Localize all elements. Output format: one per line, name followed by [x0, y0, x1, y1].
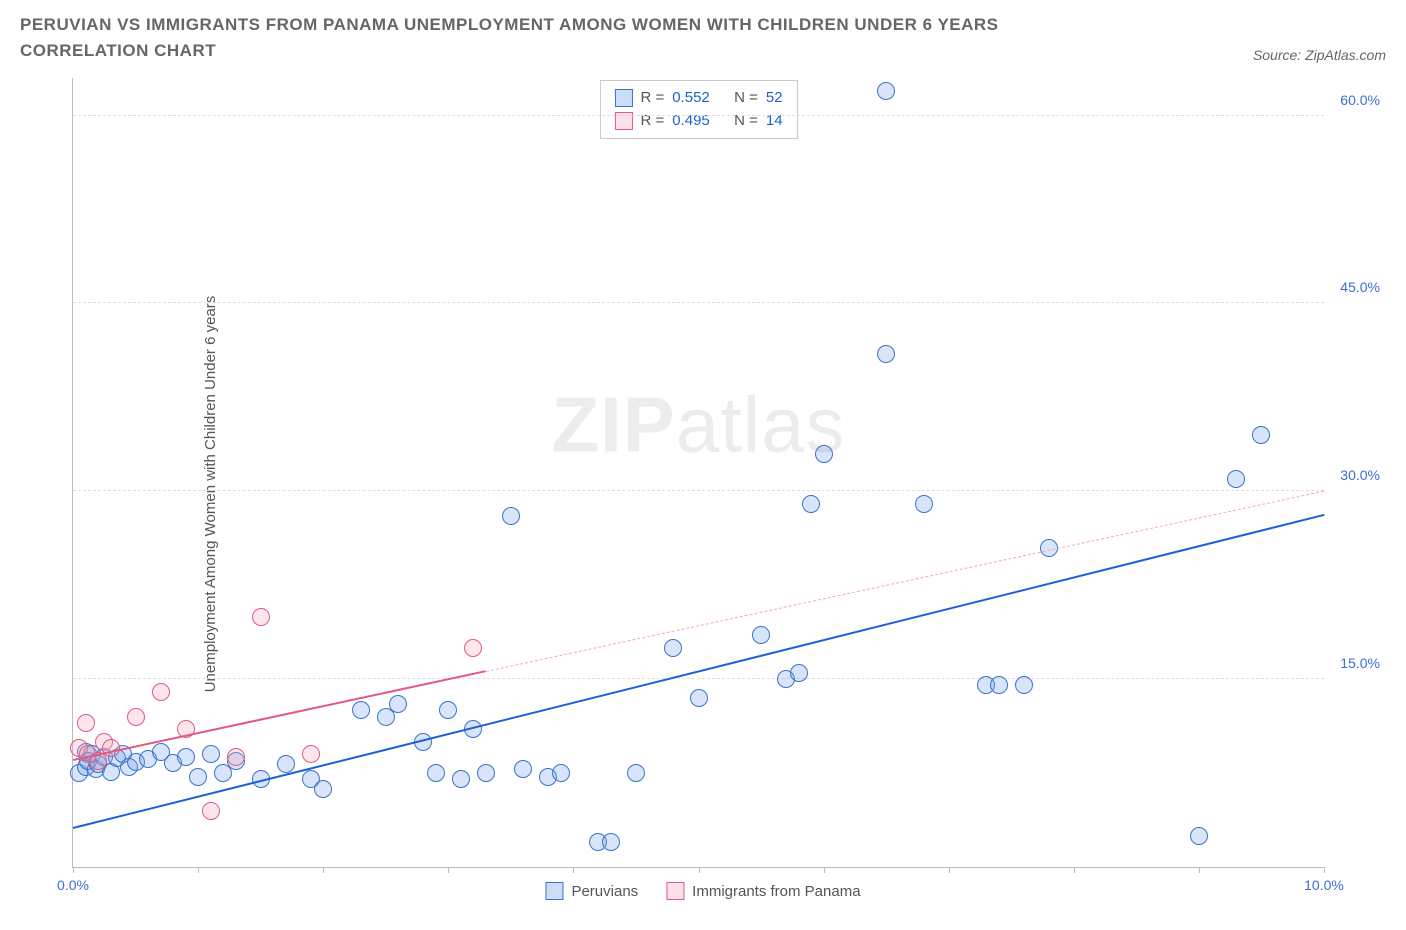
data-point — [1015, 676, 1033, 694]
x-tick-label: 0.0% — [57, 877, 89, 893]
stat-r-value: 0.552 — [672, 87, 710, 110]
data-point — [314, 780, 332, 798]
x-tick — [1074, 867, 1075, 873]
data-point — [202, 802, 220, 820]
data-point — [77, 714, 95, 732]
data-point — [427, 764, 445, 782]
stat-r-label: R = — [640, 110, 664, 133]
data-point — [877, 345, 895, 363]
chart-title: PERUVIAN VS IMMIGRANTS FROM PANAMA UNEMP… — [20, 12, 1120, 63]
data-point — [452, 770, 470, 788]
data-point — [752, 626, 770, 644]
x-tick — [699, 867, 700, 873]
stats-row: R = 0.552 N = 52 — [614, 87, 782, 110]
series-legend: Peruvians Immigrants from Panama — [545, 882, 860, 900]
data-point — [102, 739, 120, 757]
y-tick-label: 15.0% — [1340, 655, 1380, 671]
stats-row: R = 0.495 N = 14 — [614, 110, 782, 133]
x-tick — [198, 867, 199, 873]
data-point — [627, 764, 645, 782]
data-point — [690, 689, 708, 707]
x-tick — [448, 867, 449, 873]
legend-swatch — [545, 882, 563, 900]
data-point — [1252, 426, 1270, 444]
data-point — [302, 745, 320, 763]
gridline-h — [73, 115, 1324, 116]
data-point — [389, 695, 407, 713]
x-tick — [323, 867, 324, 873]
stat-n-label: N = — [734, 110, 758, 133]
legend-label: Peruvians — [571, 883, 638, 900]
data-point — [514, 760, 532, 778]
x-tick — [1199, 867, 1200, 873]
data-point — [152, 683, 170, 701]
data-point — [802, 495, 820, 513]
legend-swatch — [666, 882, 684, 900]
data-point — [1227, 470, 1245, 488]
data-point — [502, 507, 520, 525]
trend-line — [486, 490, 1324, 671]
data-point — [1190, 827, 1208, 845]
legend-item: Immigrants from Panama — [666, 882, 860, 900]
data-point — [439, 701, 457, 719]
data-point — [189, 768, 207, 786]
y-tick-label: 45.0% — [1340, 279, 1380, 295]
stat-n-value: 14 — [766, 110, 783, 133]
data-point — [552, 764, 570, 782]
x-tick — [949, 867, 950, 873]
source-attribution: Source: ZipAtlas.com — [1253, 47, 1386, 63]
plot-area: ZIPatlas R =0.552 N =52R =0.495 N =14 15… — [72, 78, 1324, 868]
data-point — [664, 639, 682, 657]
data-point — [227, 748, 245, 766]
legend-swatch — [614, 89, 632, 107]
watermark: ZIPatlas — [551, 380, 845, 471]
data-point — [915, 495, 933, 513]
x-tick — [824, 867, 825, 873]
gridline-h — [73, 490, 1324, 491]
data-point — [277, 755, 295, 773]
stat-r-label: R = — [640, 87, 664, 110]
gridline-h — [73, 302, 1324, 303]
data-point — [815, 445, 833, 463]
x-tick — [73, 867, 74, 873]
y-tick-label: 60.0% — [1340, 92, 1380, 108]
data-point — [127, 708, 145, 726]
x-tick — [573, 867, 574, 873]
data-point — [464, 639, 482, 657]
data-point — [202, 745, 220, 763]
data-point — [877, 82, 895, 100]
x-tick — [1324, 867, 1325, 873]
legend-label: Immigrants from Panama — [692, 883, 860, 900]
data-point — [602, 833, 620, 851]
data-point — [252, 608, 270, 626]
data-point — [477, 764, 495, 782]
chart-container: Unemployment Among Women with Children U… — [20, 78, 1386, 910]
stat-n-value: 52 — [766, 87, 783, 110]
stats-legend-box: R = 0.552 N = 52 R = 0.495 N = 14 — [599, 80, 797, 139]
stat-r-value: 0.495 — [672, 110, 710, 133]
stat-n-label: N = — [734, 87, 758, 110]
y-tick-label: 30.0% — [1340, 467, 1380, 483]
legend-item: Peruvians — [545, 882, 638, 900]
data-point — [990, 676, 1008, 694]
data-point — [177, 748, 195, 766]
data-point — [352, 701, 370, 719]
x-tick-label: 10.0% — [1304, 877, 1344, 893]
data-point — [790, 664, 808, 682]
gridline-h — [73, 678, 1324, 679]
